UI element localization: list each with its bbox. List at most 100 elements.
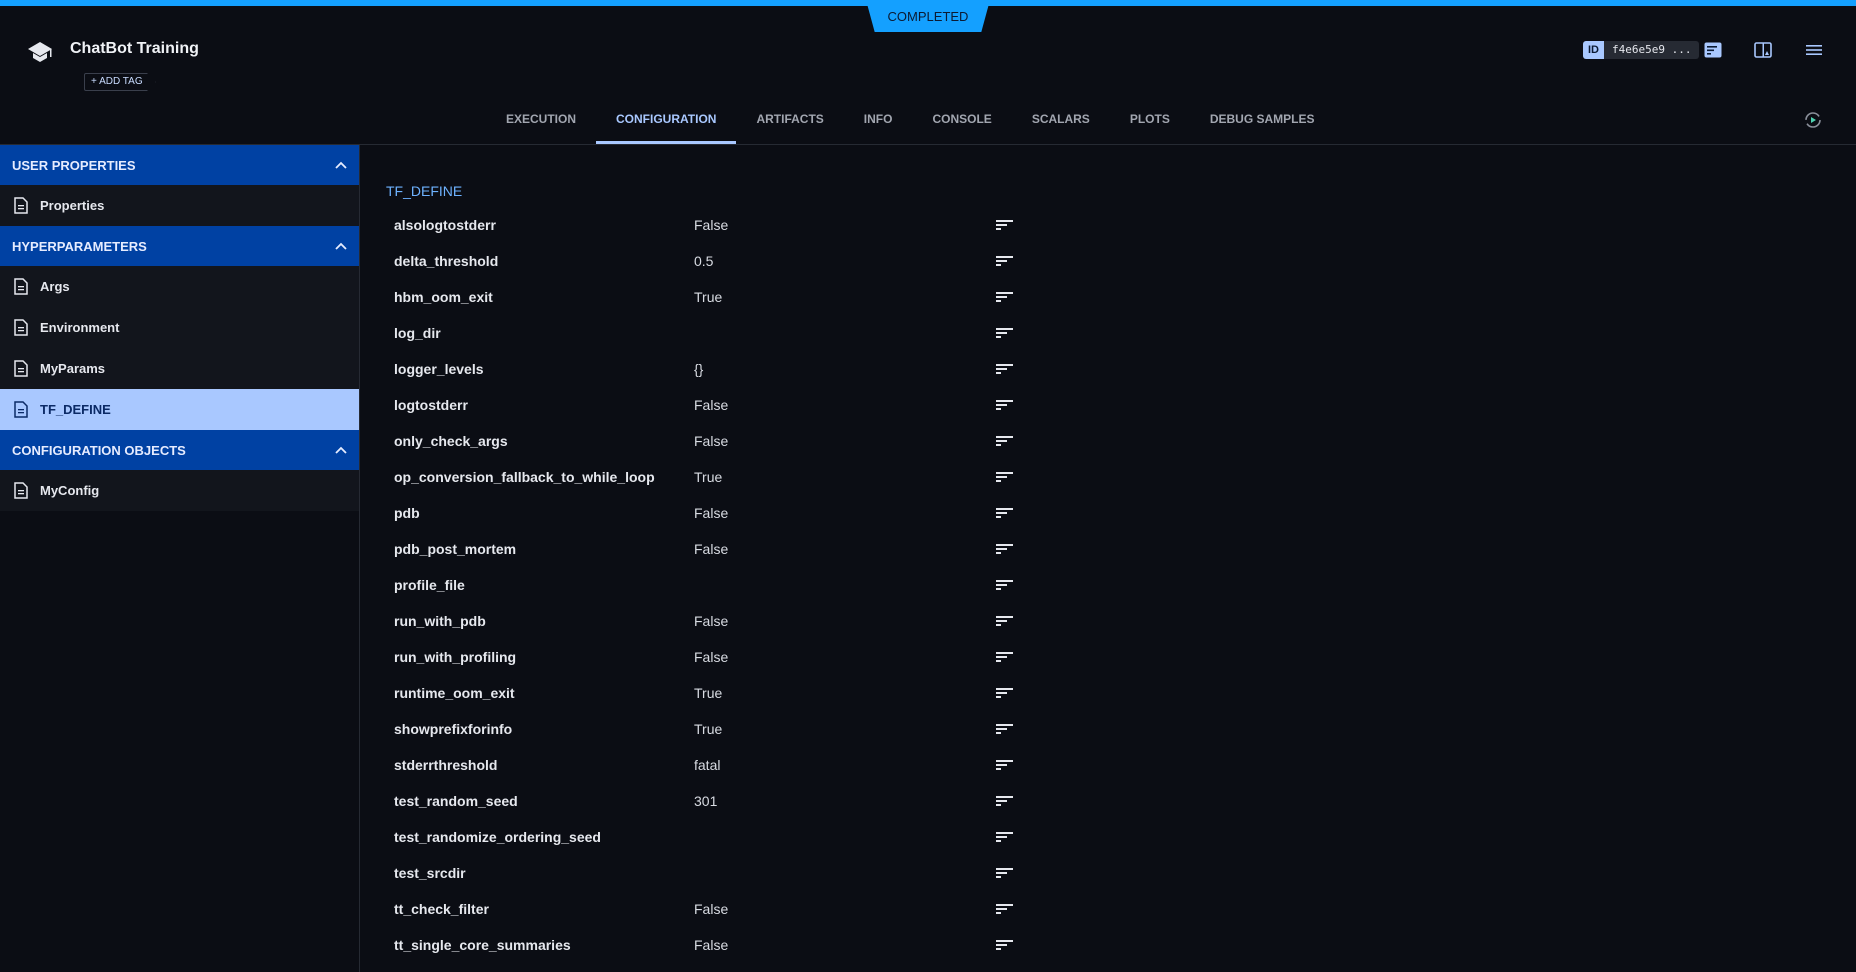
param-name: log_dir [394, 325, 441, 341]
menu-icon[interactable] [1805, 42, 1823, 58]
tab-debug-samples[interactable]: DEBUG SAMPLES [1209, 112, 1315, 126]
sidebar-item-label: Properties [40, 198, 105, 213]
param-name: tt_single_core_summaries [394, 937, 571, 953]
description-icon[interactable] [996, 651, 1014, 663]
param-row: logtostderr False [394, 387, 1014, 423]
tab-artifacts[interactable]: ARTIFACTS [756, 112, 824, 126]
sidebar-section-header[interactable]: USER PROPERTIES [0, 145, 359, 185]
param-name: delta_threshold [394, 253, 499, 269]
param-row: run_with_profiling False [394, 639, 1014, 675]
param-value: True [694, 721, 723, 737]
param-name: test_randomize_ordering_seed [394, 829, 601, 845]
param-name: logger_levels [394, 361, 484, 377]
param-row: alsologtostderr False [394, 207, 1014, 243]
param-row: delta_threshold 0.5 [394, 243, 1014, 279]
section-label: USER PROPERTIES [12, 157, 136, 173]
param-name: profile_file [394, 577, 465, 593]
description-icon[interactable] [996, 615, 1014, 627]
param-value: 301 [694, 793, 718, 809]
sidebar-item-label: Args [40, 279, 70, 294]
tab-bar: EXECUTION CONFIGURATION ARTIFACTS INFO CONSO… [486, 106, 1335, 144]
sidebar-section-header[interactable]: HYPERPARAMETERS [0, 226, 359, 266]
document-icon [14, 401, 28, 418]
description-icon[interactable] [996, 507, 1014, 519]
description-icon[interactable] [996, 255, 1014, 267]
sidebar-item-properties[interactable]: Properties [0, 185, 359, 226]
param-row: logger_levels {} [394, 351, 1014, 387]
description-icon[interactable] [996, 867, 1014, 879]
section-label: HYPERPARAMETERS [12, 238, 147, 254]
description-icon[interactable] [996, 363, 1014, 375]
description-icon[interactable] [996, 795, 1014, 807]
description-icon[interactable] [996, 219, 1014, 231]
param-row: test_randomize_ordering_seed [394, 819, 1014, 855]
description-icon[interactable] [996, 579, 1014, 591]
param-row: pdb_post_mortem False [394, 531, 1014, 567]
sidebar: USER PROPERTIES Properties HYPERPARAMETERS… [0, 145, 360, 972]
param-value: False [694, 901, 729, 917]
description-icon[interactable] [996, 759, 1014, 771]
description-icon[interactable] [996, 327, 1014, 339]
description-icon[interactable] [996, 939, 1014, 951]
description-icon[interactable] [996, 831, 1014, 843]
param-value: False [694, 433, 729, 449]
tab-console[interactable]: CONSOLE [932, 112, 992, 126]
param-name: showprefixforinfo [394, 721, 513, 737]
tab-scalars[interactable]: SCALARS [1031, 112, 1090, 126]
details-icon[interactable] [1704, 42, 1722, 58]
param-row: log_dir [394, 315, 1014, 351]
layout-panel-icon[interactable] [1754, 42, 1772, 58]
description-icon[interactable] [996, 543, 1014, 555]
sidebar-item-args[interactable]: Args [0, 266, 359, 307]
tab-execution[interactable]: EXECUTION [506, 112, 577, 126]
tab-plots[interactable]: PLOTS [1129, 112, 1170, 126]
chevron-up-icon[interactable] [335, 161, 347, 169]
param-value: False [694, 649, 729, 665]
description-icon[interactable] [996, 687, 1014, 699]
sidebar-item-environment[interactable]: Environment [0, 307, 359, 348]
param-name: tt_check_filter [394, 901, 489, 917]
description-icon[interactable] [996, 723, 1014, 735]
param-value: 0.5 [694, 253, 714, 269]
page-title: ChatBot Training [70, 40, 199, 57]
sidebar-item-label: MyConfig [40, 483, 100, 498]
id-value: f4e6e5e9 ... [1604, 41, 1700, 59]
param-value: False [694, 217, 729, 233]
param-row: test_random_seed 301 [394, 783, 1014, 819]
tab-configuration[interactable]: CONFIGURATION [596, 106, 737, 144]
param-row: pdb False [394, 495, 1014, 531]
param-value: False [694, 937, 729, 953]
param-name: hbm_oom_exit [394, 289, 493, 305]
tab-info[interactable]: INFO [863, 112, 893, 126]
section-title: TF_DEFINE [386, 183, 463, 199]
param-name: test_srcdir [394, 865, 466, 881]
status-badge: COMPLETED [866, 0, 990, 32]
param-name: pdb_post_mortem [394, 541, 517, 557]
sidebar-section-header[interactable]: CONFIGURATION OBJECTS [0, 430, 359, 470]
auto-refresh-icon[interactable] [1804, 111, 1822, 129]
param-row: op_conversion_fallback_to_while_loop True [394, 459, 1014, 495]
description-icon[interactable] [996, 399, 1014, 411]
param-name: run_with_pdb [394, 613, 486, 629]
param-row: tt_single_core_summaries False [394, 927, 1014, 963]
add-tag-button[interactable]: + ADD TAG [84, 73, 156, 91]
param-value: False [694, 613, 729, 629]
sidebar-item-myconfig[interactable]: MyConfig [0, 470, 359, 511]
param-name: only_check_args [394, 433, 508, 449]
sidebar-item-myparams[interactable]: MyParams [0, 348, 359, 389]
param-name: runtime_oom_exit [394, 685, 515, 701]
param-table: alsologtostderr False delta_threshold 0.5 hb… [394, 207, 1014, 963]
param-name: test_random_seed [394, 793, 518, 809]
description-icon[interactable] [996, 903, 1014, 915]
description-icon[interactable] [996, 471, 1014, 483]
param-value: {} [694, 361, 704, 377]
description-icon[interactable] [996, 435, 1014, 447]
description-icon[interactable] [996, 291, 1014, 303]
param-value: fatal [694, 757, 721, 773]
param-value: False [694, 505, 729, 521]
chevron-up-icon[interactable] [335, 446, 347, 454]
param-name: stderrthreshold [394, 757, 498, 773]
task-id-badge[interactable]: ID f4e6e5e9 ... [1583, 41, 1700, 59]
chevron-up-icon[interactable] [335, 242, 347, 250]
sidebar-item-tf_define[interactable]: TF_DEFINE [0, 389, 359, 430]
